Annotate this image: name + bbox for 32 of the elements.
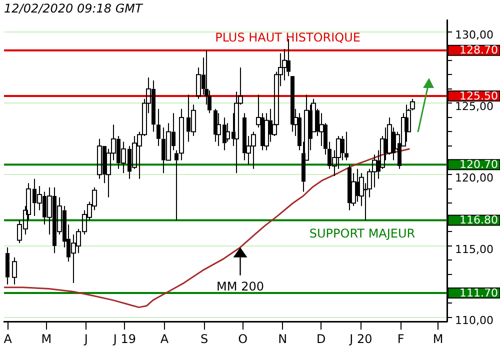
- ref-line-label: 111.70: [460, 286, 498, 300]
- ref-line-label: 116.80: [460, 214, 498, 227]
- x-tick-label: A: [4, 332, 13, 346]
- candlestick: [264, 112, 269, 151]
- annotation: MM 200: [216, 279, 264, 294]
- annotation: SUPPORT MAJEUR: [309, 226, 416, 240]
- candlestick: [6, 246, 10, 285]
- y-tick-label: 115,00: [455, 242, 494, 256]
- x-tick-label: J 20: [348, 332, 372, 346]
- x-tick-label: O: [238, 332, 248, 346]
- x-tick-label: D: [316, 332, 326, 346]
- x-tick-label: N: [278, 332, 288, 346]
- candlestick: [290, 76, 294, 132]
- y-tick-label: 130,00: [455, 28, 494, 42]
- ref-line-label: 128.70: [460, 44, 498, 57]
- annotation: PLUS HAUT HISTORIQUE: [215, 30, 360, 44]
- candlestick: [156, 108, 160, 147]
- x-tick-label: S: [200, 332, 208, 346]
- ref-line-label: 125.50: [460, 89, 498, 102]
- y-tick-label: 120,00: [455, 171, 494, 184]
- x-tick-label: M: [41, 332, 52, 346]
- y-tick-label: 110,00: [455, 314, 494, 328]
- x-tick-label: J: [83, 332, 88, 346]
- candlestick: [344, 131, 348, 161]
- x-tick-label: J 19: [112, 332, 136, 346]
- y-tick-label: 125,00: [455, 100, 494, 114]
- x-tick-label: A: [160, 332, 170, 346]
- ref-line-label: 120.70: [460, 158, 498, 171]
- x-tick-label: F: [397, 332, 404, 346]
- chart-title: 12/02/2020 09:18 GMT: [4, 1, 144, 16]
- candlestick: [12, 256, 17, 285]
- x-tick-label: M: [432, 332, 444, 346]
